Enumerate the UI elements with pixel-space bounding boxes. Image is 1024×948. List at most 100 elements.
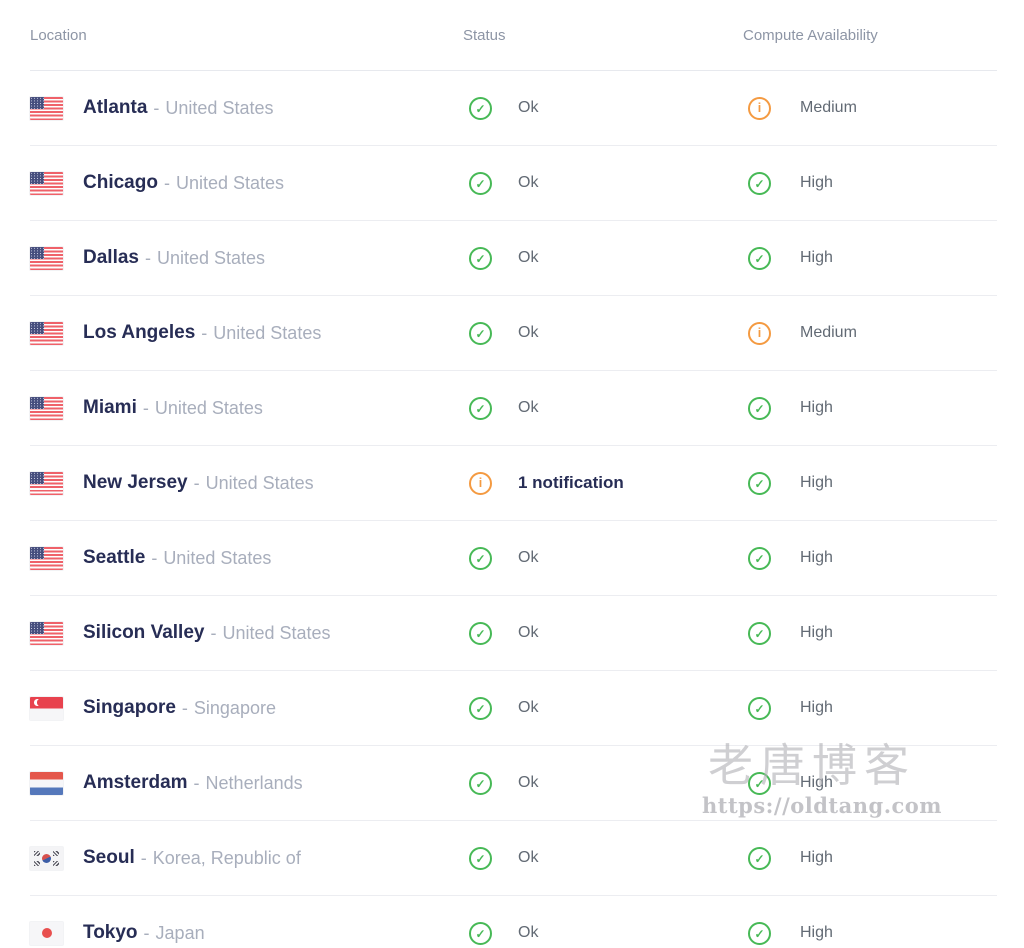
availability-high-icon	[748, 246, 771, 270]
status-ok-icon	[469, 696, 492, 720]
country-name: United States	[222, 622, 331, 643]
status-label: Ok	[518, 924, 539, 941]
table-row-chicago: Chicago - United States Ok High	[30, 146, 997, 221]
city-name: Miami	[83, 397, 137, 418]
table-row-amsterdam: Amsterdam - Netherlands Ok High	[30, 746, 997, 821]
table-row-atlanta: Atlanta - United States Ok Medium	[30, 71, 997, 146]
city-name: Chicago	[83, 172, 158, 193]
flag-singapore-icon	[30, 696, 63, 720]
status-ok-icon	[469, 771, 492, 795]
city-name: Seoul	[83, 847, 135, 868]
separator: -	[143, 922, 150, 943]
separator: -	[163, 172, 170, 193]
availability-label: High	[800, 774, 833, 791]
country-name: United States	[154, 397, 263, 418]
status-label: Ok	[518, 774, 539, 791]
availability-high-icon	[748, 846, 771, 870]
status-label: Ok	[518, 249, 539, 266]
country-name: United States	[205, 472, 314, 493]
availability-medium-icon	[748, 321, 771, 345]
city-name: Tokyo	[83, 922, 138, 943]
availability-high-icon	[748, 771, 771, 795]
availability-label: High	[800, 249, 833, 266]
table-row-miami: Miami - United States Ok High	[30, 371, 997, 446]
status-label: Ok	[518, 324, 539, 341]
column-header-location: Location	[30, 26, 87, 44]
separator: -	[153, 97, 160, 118]
column-header-availability: Compute Availability	[743, 26, 878, 44]
city-name: Atlanta	[83, 97, 148, 118]
status-label: Ok	[518, 174, 539, 191]
availability-high-icon	[748, 471, 771, 495]
status-label: Ok	[518, 99, 539, 116]
status-notification-icon	[469, 471, 492, 495]
availability-high-icon	[748, 696, 771, 720]
country-name: United States	[213, 322, 322, 343]
status-label: Ok	[518, 849, 539, 866]
separator: -	[142, 397, 149, 418]
availability-label: High	[800, 549, 833, 566]
availability-label: High	[800, 174, 833, 191]
separator: -	[144, 247, 151, 268]
flag-us-icon	[30, 471, 63, 495]
status-label: Ok	[518, 549, 539, 566]
table-row-new-jersey: New Jersey - United States 1 notificatio…	[30, 446, 997, 521]
separator: -	[193, 472, 200, 493]
status-ok-icon	[469, 171, 492, 195]
status-ok-icon	[469, 246, 492, 270]
status-label: Ok	[518, 624, 539, 641]
availability-label: High	[800, 624, 833, 641]
availability-high-icon	[748, 396, 771, 420]
flag-us-icon	[30, 321, 63, 345]
separator: -	[193, 772, 200, 793]
availability-high-icon	[748, 621, 771, 645]
table-row-seoul: Seoul - Korea, Republic of Ok High	[30, 821, 997, 896]
separator: -	[210, 622, 217, 643]
availability-label: High	[800, 849, 833, 866]
table-row-los-angeles: Los Angeles - United States Ok Medium	[30, 296, 997, 371]
country-name: Netherlands	[205, 772, 303, 793]
flag-us-icon	[30, 546, 63, 570]
country-name: Singapore	[193, 697, 276, 718]
country-name: Japan	[155, 922, 205, 943]
city-name: Dallas	[83, 247, 139, 268]
city-name: Amsterdam	[83, 772, 188, 793]
status-label: Ok	[518, 699, 539, 716]
separator: -	[201, 322, 208, 343]
flag-japan-icon	[30, 921, 63, 945]
separator: -	[140, 847, 147, 868]
availability-label: Medium	[800, 99, 857, 116]
availability-label: High	[800, 399, 833, 416]
availability-medium-icon	[748, 96, 771, 120]
column-header-status: Status	[463, 26, 506, 44]
availability-high-icon	[748, 921, 771, 945]
table-row-singapore: Singapore - Singapore Ok High	[30, 671, 997, 746]
city-name: Silicon Valley	[83, 622, 205, 643]
city-name: Singapore	[83, 697, 176, 718]
city-name: Los Angeles	[83, 322, 196, 343]
flag-korea-icon	[30, 846, 63, 870]
table-row-tokyo: Tokyo - Japan Ok High	[30, 896, 997, 948]
status-label: Ok	[518, 399, 539, 416]
flag-us-icon	[30, 621, 63, 645]
country-name: United States	[175, 172, 285, 193]
table-row-seattle: Seattle - United States Ok High	[30, 521, 997, 596]
country-name: Korea, Republic of	[152, 847, 301, 868]
flag-netherlands-icon	[30, 771, 63, 795]
table-row-dallas: Dallas - United States Ok High	[30, 221, 997, 296]
country-name: United States	[163, 547, 272, 568]
status-ok-icon	[469, 846, 492, 870]
status-ok-icon	[469, 396, 492, 420]
availability-label: High	[800, 474, 833, 491]
flag-us-icon	[30, 246, 63, 270]
availability-high-icon	[748, 546, 771, 570]
flag-us-icon	[30, 96, 63, 120]
flag-us-icon	[30, 171, 63, 195]
separator: -	[181, 697, 188, 718]
country-name: United States	[156, 247, 266, 268]
availability-label: High	[800, 699, 833, 716]
table-header: Location Status Compute Availability	[30, 0, 997, 71]
status-ok-icon	[469, 321, 492, 345]
country-name: United States	[165, 97, 274, 118]
